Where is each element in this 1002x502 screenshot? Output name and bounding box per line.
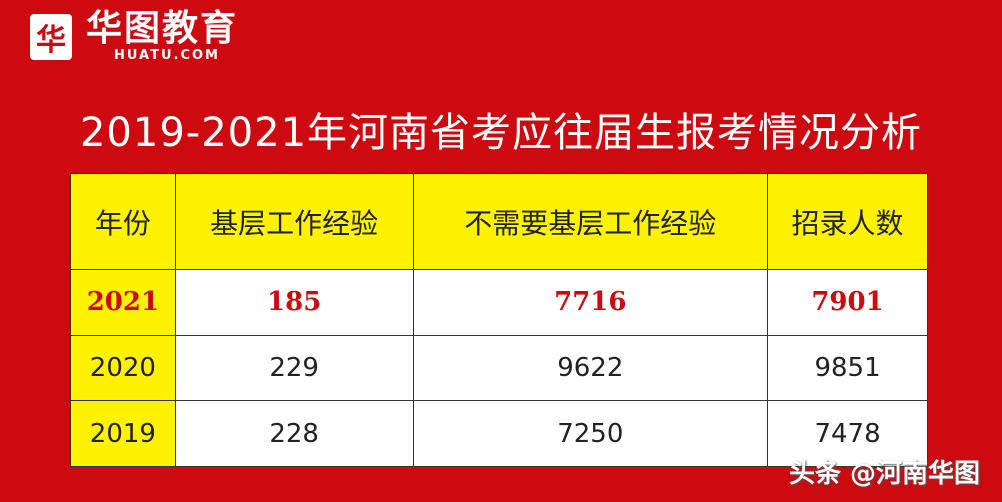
table-cell: 9851: [767, 334, 928, 402]
table-cell: 7901: [767, 269, 928, 336]
header-cell: 不需要基层工作经验: [412, 173, 769, 270]
table-cell: 7478: [767, 400, 928, 467]
table-cell: 7250: [412, 400, 769, 467]
table-cell: 185: [174, 269, 414, 336]
header-cell: 年份: [70, 173, 176, 270]
watermark: 头条 @河南华图: [788, 459, 980, 489]
header-cell: 基层工作经验: [174, 173, 414, 270]
page-title: 2019-2021年河南省考应往届生报考情况分析: [79, 110, 923, 156]
year-cell: 2021: [70, 269, 176, 336]
table-row: 2021 185 7716 7901: [70, 269, 928, 336]
logo: 华 华图教育 HUATU.COM: [30, 10, 238, 63]
table-cell: 7716: [412, 269, 769, 336]
year-cell: 2019: [70, 400, 176, 467]
logo-mark: 华: [30, 13, 72, 60]
logo-name: 华图教育: [86, 8, 239, 49]
data-table: 年份 基层工作经验 不需要基层工作经验 招录人数 2021 185 7716 7…: [70, 173, 928, 467]
table-cell: 229: [174, 334, 414, 402]
logo-domain: HUATU.COM: [114, 48, 220, 63]
table-cell: 228: [174, 400, 414, 467]
table-row: 2019 228 7250 7478: [70, 400, 928, 467]
table-cell: 9622: [412, 334, 769, 402]
table-header: 年份 基层工作经验 不需要基层工作经验 招录人数: [70, 173, 928, 270]
header-cell: 招录人数: [767, 173, 928, 270]
year-cell: 2020: [70, 334, 176, 402]
table-row: 2020 229 9622 9851: [70, 334, 928, 402]
